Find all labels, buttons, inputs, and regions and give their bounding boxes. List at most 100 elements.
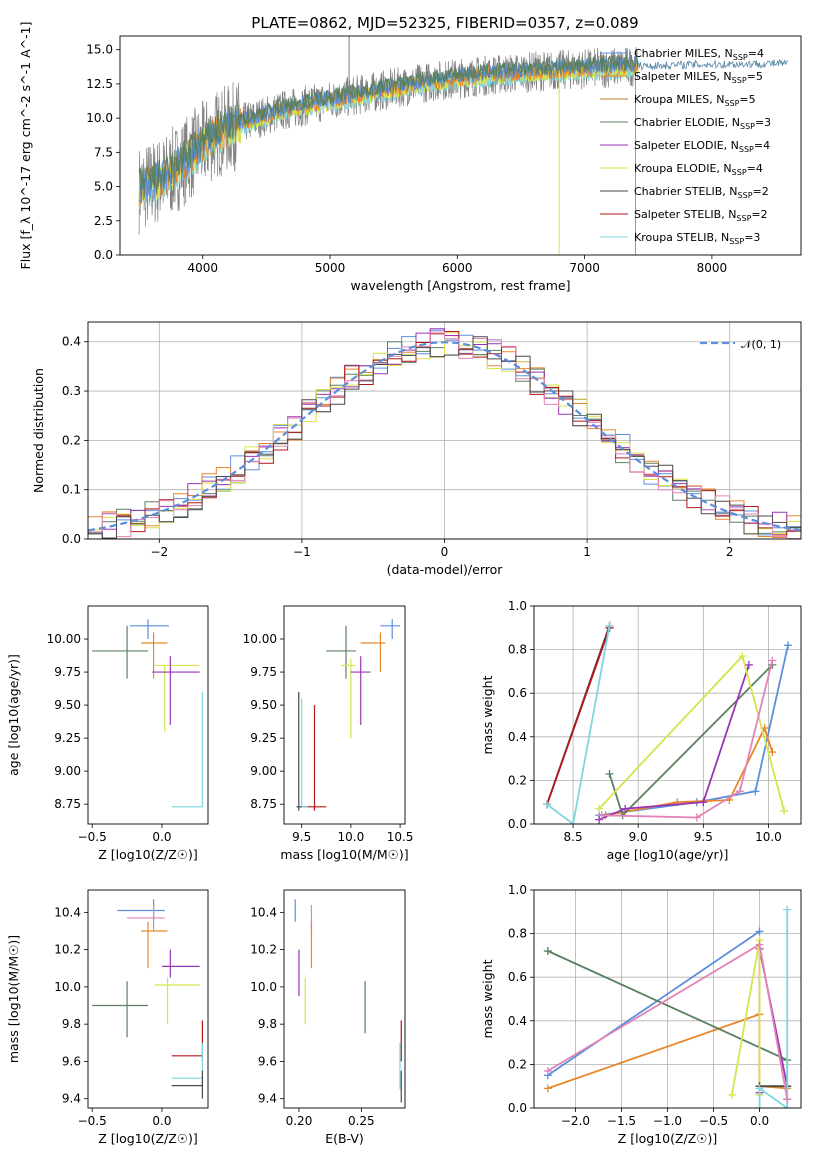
y-tick-label: 0.1 [62, 483, 81, 497]
y-tick-label: 9.50 [54, 698, 81, 712]
y-tick-label: 7.5 [94, 145, 113, 159]
y-tick-label: 0.2 [508, 1057, 527, 1071]
y-tick-label: 9.00 [250, 764, 277, 778]
spectrum-plot-area [138, 36, 789, 255]
y-tick-label: 0.8 [508, 643, 527, 657]
series-line [601, 660, 774, 819]
x-tick-label: 2 [726, 545, 734, 559]
y-axis-label: mass [log10(M/M☉)] [6, 935, 21, 1063]
y-axis-label: mass weight [480, 675, 495, 754]
data-point [755, 927, 764, 936]
x-axis-label: (data-model)/error [387, 562, 504, 577]
x-tick-label: −1.5 [607, 1114, 636, 1128]
data-point [755, 1084, 764, 1093]
mass-weight-vs-age-plot-area [543, 621, 792, 824]
data-point [692, 813, 701, 822]
x-tick-label: 7000 [569, 261, 600, 275]
axes-frame [87, 605, 209, 825]
mass-weight-vs-Z-panel: −2.0 −1.5 −1.0 −0.5 0.0 0.0 0.2 0.4 0.6 0.8 1.0 Z [… [480, 883, 802, 1146]
y-tick-label: 10.00 [47, 632, 81, 646]
x-tick-label: 10.0 [338, 830, 365, 844]
x-tick-label: 0.25 [348, 1114, 375, 1128]
y-tick-label: 0.4 [508, 1014, 527, 1028]
data-point [595, 804, 604, 813]
y-tick-label: 9.4 [258, 1092, 277, 1106]
y-tick-label: 0.8 [508, 927, 527, 941]
x-tick-label: 9.5 [292, 830, 311, 844]
mass-weight-vs-age-panel: 8.5 9.0 9.5 10.0 0.0 0.2 0.4 0.6 0.8 1.0 age [log1… [480, 599, 802, 862]
data-point [780, 806, 789, 815]
x-tick-label: −0.5 [78, 1114, 107, 1128]
y-tick-label: 9.4 [62, 1092, 81, 1106]
residuals-panel: −2 −1 0 1 2 0.0 0.1 0.2 0.3 0.4 (data-model)/error… [31, 321, 802, 577]
y-tick-label: 10.2 [54, 943, 81, 957]
data-point [755, 940, 764, 949]
y-tick-label: 9.6 [62, 1054, 81, 1068]
x-tick-label: −1 [293, 545, 311, 559]
y-tick-label: 10.2 [250, 943, 277, 957]
data-point [605, 621, 614, 630]
histogram-series [88, 331, 801, 539]
legend-entry: Salpeter STELIB, NSSP=2 [634, 208, 768, 223]
model-fit [138, 54, 639, 199]
data-point [783, 1104, 792, 1108]
y-tick-label: 0.4 [508, 730, 527, 744]
series-line [758, 909, 789, 1108]
y-axis-label: Flux [f_λ 10^-17 erg cm^-2 s^-1 A^-1] [18, 22, 33, 270]
legend-entry: Kroupa ELODIE, NSSP=4 [634, 162, 763, 177]
x-tick-label: 8000 [697, 261, 728, 275]
y-tick-label: 2.5 [94, 214, 113, 228]
mass-vs-EBV-panel: 0.20 0.25 9.4 9.6 9.8 10.0 10.2 10.4 E(B-V) [250, 889, 406, 1146]
legend-entry: Salpeter MILES, NSSP=5 [634, 70, 763, 85]
legend-entry: Chabrier MILES, NSSP=4 [634, 47, 764, 62]
data-point [621, 804, 630, 813]
axes-frame [119, 35, 802, 256]
y-tick-label: 9.50 [250, 698, 277, 712]
series-line [546, 625, 611, 824]
data-point [768, 656, 777, 665]
y-tick-label: 1.0 [508, 599, 527, 613]
x-tick-label: −2 [150, 545, 168, 559]
x-axis-label: mass [log10(M/M☉)] [280, 847, 408, 862]
y-tick-label: 0.0 [508, 1101, 527, 1115]
y-tick-label: 0.2 [62, 433, 81, 447]
y-tick-label: 8.75 [54, 797, 81, 811]
y-tick-label: 15.0 [86, 43, 113, 57]
y-tick-label: 10.0 [250, 980, 277, 994]
model-fit [638, 58, 789, 72]
legend-entry: Salpeter ELODIE, NSSP=4 [634, 139, 770, 154]
data-point [727, 1090, 736, 1099]
data-point [569, 820, 578, 824]
series-line [598, 645, 789, 817]
data-point [605, 769, 614, 778]
spectrum-panel: 4000 5000 6000 7000 8000 0.0 2.5 5.0 7.5 10.0 12.5… [18, 22, 802, 293]
x-axis-label: Z [log10(Z/Z☉)] [98, 847, 198, 862]
y-tick-label: 9.6 [258, 1054, 277, 1068]
y-tick-label: 10.4 [54, 905, 81, 919]
x-tick-label: 0.0 [750, 1114, 769, 1128]
y-tick-label: 0.4 [62, 335, 81, 349]
data-point [783, 1095, 792, 1104]
axes-frame [533, 605, 802, 825]
data-point [597, 811, 606, 820]
series-line [731, 939, 761, 1096]
mass-vs-Z-panel: −0.5 0.0 9.4 9.6 9.8 10.0 10.2 10.4 Z [log10(Z/Z… [6, 889, 209, 1146]
legend-entry: 𝒩(0, 1) [741, 338, 781, 351]
y-tick-label: 0.0 [508, 817, 527, 831]
x-tick-label: −0.5 [78, 830, 107, 844]
y-tick-label: 10.0 [86, 111, 113, 125]
data-point [738, 652, 747, 661]
x-tick-label: −0.5 [699, 1114, 728, 1128]
x-tick-label: 10.0 [755, 830, 782, 844]
x-tick-label: 6000 [442, 261, 473, 275]
data-point [768, 748, 777, 757]
legend-entry: Chabrier ELODIE, NSSP=3 [634, 116, 771, 131]
y-tick-label: 0.6 [508, 686, 527, 700]
age-vs-mass-plot-area [295, 619, 401, 811]
data-point [543, 947, 552, 956]
series-line [598, 664, 750, 821]
y-tick-label: 9.00 [54, 764, 81, 778]
y-tick-label: 0.2 [508, 773, 527, 787]
y-tick-label: 12.5 [86, 77, 113, 91]
axes-frame [87, 889, 209, 1109]
